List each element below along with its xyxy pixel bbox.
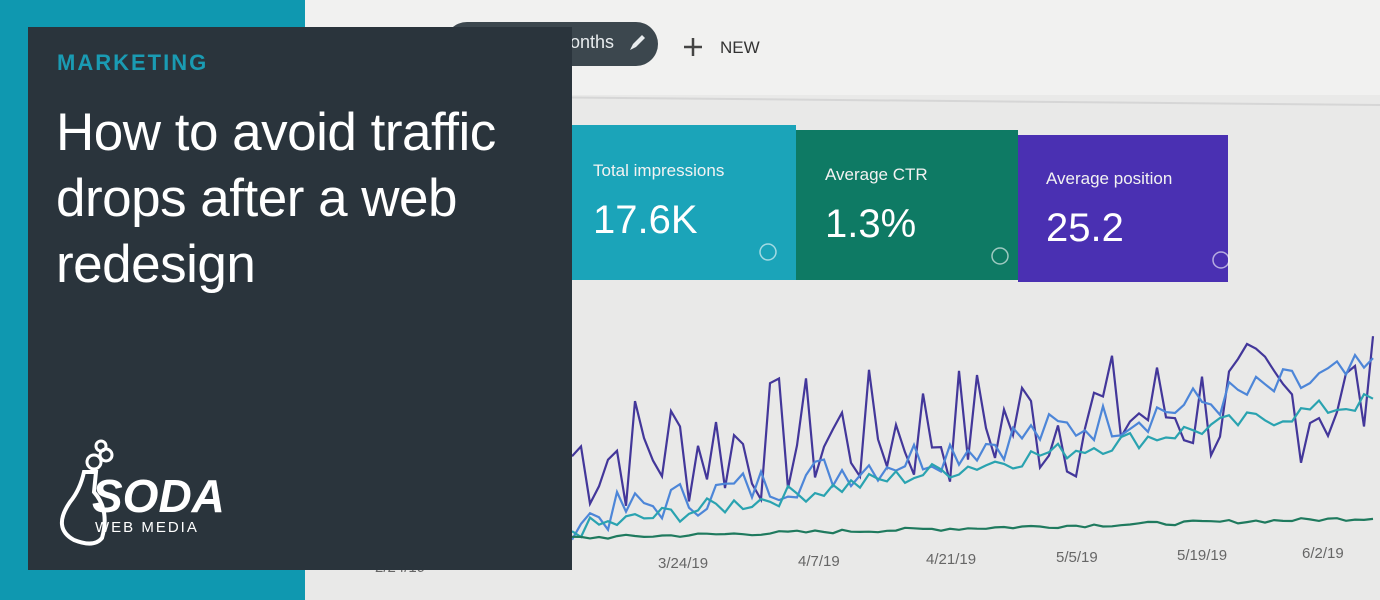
headline: How to avoid traffic drops after a web r…: [56, 103, 496, 294]
help-icon: [1212, 251, 1230, 269]
bubble: [94, 439, 108, 453]
date-label: 6/2/19: [1302, 545, 1344, 562]
trace: [571, 336, 1375, 508]
date-label: 3/24/19: [658, 555, 708, 572]
card-label: Average CTR: [825, 165, 928, 184]
bottle: [60, 470, 107, 546]
card-label: Average position: [1046, 169, 1172, 188]
trace: [571, 352, 1374, 541]
chart-lines: [571, 336, 1375, 541]
card: [1018, 135, 1228, 282]
cards: Total impressions 17.6K Average CTR 1.3% Ave…: [593, 161, 1230, 269]
new-button[interactable]: NEW: [720, 38, 760, 57]
logo: SODA WEB MEDIA: [60, 439, 225, 546]
trace: [571, 517, 1374, 540]
logo-tagline: WEB MEDIA: [95, 519, 199, 536]
card-value: 17.6K: [593, 198, 698, 242]
title-panel: [28, 27, 572, 570]
edit-icon: [630, 35, 645, 50]
trace: [571, 392, 1374, 539]
card: [796, 130, 1018, 280]
card-value: 25.2: [1046, 206, 1124, 250]
logo-name: SODA: [92, 470, 225, 522]
card: [572, 125, 796, 280]
plus-icon: [684, 38, 702, 56]
filter-text: onths: [570, 32, 614, 52]
card-value: 1.3%: [825, 202, 916, 246]
date-label: 4/7/19: [798, 553, 840, 570]
help-icon: [991, 247, 1009, 265]
category: MARKETING: [57, 50, 209, 75]
help-icon: [759, 243, 777, 261]
bubble: [85, 453, 103, 471]
card-label: Total impressions: [593, 161, 724, 180]
date-label: 5/19/19: [1177, 547, 1227, 564]
date-label: 4/21/19: [926, 551, 976, 568]
date-label: 5/5/19: [1056, 549, 1098, 566]
